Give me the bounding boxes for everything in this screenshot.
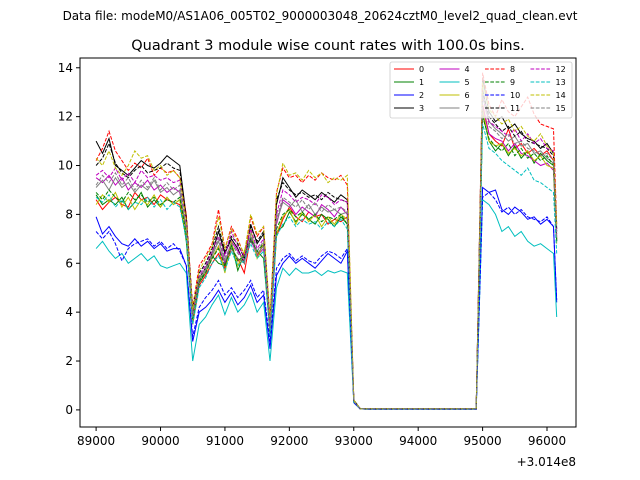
- legend-label-1: 1: [419, 78, 424, 87]
- y-axis: 0 2 4 6 8 10 12 14: [58, 61, 80, 417]
- legend-label-13: 13: [556, 78, 566, 87]
- x-tick-label: 92000: [270, 434, 308, 448]
- legend-label-15: 15: [556, 104, 566, 113]
- legend-label-2: 2: [419, 91, 424, 100]
- legend-label-4: 4: [465, 65, 470, 74]
- legend-label-11: 11: [510, 104, 520, 113]
- axes-frame: [79, 57, 577, 428]
- legend-label-9: 9: [510, 78, 515, 87]
- series-line-2: [95, 186, 558, 410]
- x-tick-label: 96000: [528, 434, 566, 448]
- x-tick-label: 94000: [399, 434, 437, 448]
- legend-label-7: 7: [465, 104, 470, 113]
- x-axis: 89000 90000 91000 92000 93000 94000 95000 96000: [77, 427, 566, 448]
- legend-box: [389, 61, 573, 119]
- x-tick-label: 89000: [77, 434, 115, 448]
- y-tick-label: 4: [65, 305, 73, 319]
- x-tick-label: 93000: [335, 434, 373, 448]
- y-tick-label: 6: [65, 256, 73, 270]
- legend-label-3: 3: [419, 104, 424, 113]
- y-tick-label: 8: [65, 207, 73, 221]
- x-tick-label: 95000: [464, 434, 502, 448]
- series-line-5: [95, 198, 558, 410]
- y-tick-label: 0: [65, 403, 73, 417]
- x-tick-label: 90000: [141, 434, 179, 448]
- series-line-10: [95, 191, 558, 410]
- legend-label-0: 0: [419, 65, 424, 74]
- y-tick-label: 14: [58, 61, 73, 75]
- series-line-13: [95, 123, 558, 410]
- y-tick-label: 10: [58, 159, 73, 173]
- legend-label-8: 8: [510, 65, 515, 74]
- chart-suptitle: Data file: modeM0/AS1A06_005T02_90000030…: [63, 9, 578, 23]
- y-tick-label: 12: [58, 110, 73, 124]
- x-tick-label: 91000: [206, 434, 244, 448]
- chart-title: Quadrant 3 module wise count rates with …: [131, 38, 525, 54]
- legend-label-6: 6: [465, 91, 470, 100]
- legend-label-12: 12: [556, 65, 566, 74]
- legend-label-14: 14: [556, 91, 566, 100]
- legend-label-5: 5: [465, 78, 470, 87]
- legend-label-10: 10: [510, 91, 520, 100]
- y-tick-label: 2: [65, 354, 73, 368]
- x-offset-label: +3.014e8: [517, 455, 576, 469]
